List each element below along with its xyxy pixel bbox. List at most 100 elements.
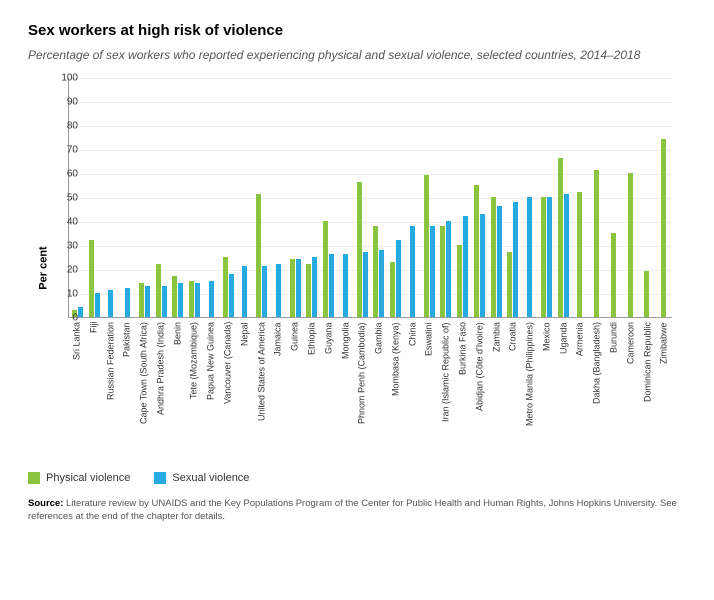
bar-sexual	[262, 266, 267, 316]
country-group	[655, 139, 672, 317]
bar-sexual	[430, 226, 435, 317]
bar-sexual	[410, 226, 415, 317]
x-label: United States of America	[253, 322, 270, 450]
bar-physical	[256, 194, 261, 316]
x-label: Andhra Pradesh (India)	[152, 322, 169, 450]
bar-sexual	[78, 307, 83, 317]
bar-sexual	[108, 290, 113, 316]
country-group	[337, 254, 354, 316]
country-group	[287, 259, 304, 317]
bar-physical	[507, 252, 512, 317]
country-group	[103, 290, 120, 316]
y-tick-label: 40	[48, 216, 78, 227]
country-group	[471, 185, 488, 317]
x-label: Vancouver (Canada)	[219, 322, 236, 450]
legend: Physical violence Sexual violence	[28, 472, 686, 484]
bar-physical	[373, 226, 378, 317]
bar-physical	[290, 259, 295, 317]
bar-sexual	[229, 274, 234, 317]
x-label: Guyana	[320, 322, 337, 450]
bar-sexual	[363, 252, 368, 317]
x-label: Cameroon	[622, 322, 639, 450]
bar-sexual	[296, 259, 301, 317]
country-group	[555, 158, 572, 316]
country-group	[119, 288, 136, 317]
bar-sexual	[446, 221, 451, 317]
legend-sexual: Sexual violence	[154, 472, 249, 484]
bar-sexual	[195, 283, 200, 317]
country-group	[136, 283, 153, 317]
x-labels: Sri LankaFijiRussian FederationPakistanC…	[68, 322, 672, 450]
x-label: Tete (Mozambique)	[185, 322, 202, 450]
bar-physical	[424, 175, 429, 317]
bar-sexual	[396, 240, 401, 317]
source-text: Source: Literature review by UNAIDS and …	[28, 498, 686, 524]
bar-physical	[223, 257, 228, 317]
bar-sexual	[463, 216, 468, 317]
bar-physical	[611, 233, 616, 317]
bar-sexual	[178, 283, 183, 317]
x-label: China	[404, 322, 421, 450]
y-tick-label: 60	[48, 168, 78, 179]
legend-physical: Physical violence	[28, 472, 130, 484]
x-label: Pakistan	[118, 322, 135, 450]
x-label: Metro Manila (Philippines)	[521, 322, 538, 450]
bar-physical	[357, 182, 362, 316]
country-group	[454, 216, 471, 317]
x-label: Mombasa (Kenya)	[387, 322, 404, 450]
bar-physical	[440, 226, 445, 317]
country-group	[186, 281, 203, 317]
x-label: Cape Town (South Africa)	[135, 322, 152, 450]
bar-sexual	[547, 197, 552, 317]
bar-physical	[306, 264, 311, 317]
x-label: Croatia	[504, 322, 521, 450]
country-group	[270, 264, 287, 317]
country-group	[404, 226, 421, 317]
country-group	[153, 264, 170, 317]
bar-sexual	[95, 293, 100, 317]
country-group	[488, 197, 505, 317]
country-group	[421, 175, 438, 317]
country-group	[203, 281, 220, 317]
bar-sexual	[527, 197, 532, 317]
x-label: Papua New Guinea	[202, 322, 219, 450]
x-label: Burundi	[605, 322, 622, 450]
country-group	[622, 173, 639, 317]
country-group	[605, 233, 622, 317]
country-group	[354, 182, 371, 316]
bar-physical	[474, 185, 479, 317]
bar-sexual	[242, 266, 247, 316]
country-group	[588, 170, 605, 316]
bar-sexual	[480, 214, 485, 317]
country-group	[371, 226, 388, 317]
chart-container: Per cent 0102030405060708090100 Sri Lank…	[28, 78, 686, 458]
bar-sexual	[379, 250, 384, 317]
country-group	[505, 202, 522, 317]
bar-physical	[577, 192, 582, 317]
country-group	[572, 192, 589, 317]
x-label: Armenia	[571, 322, 588, 450]
x-label: Gambia	[370, 322, 387, 450]
x-label: Sri Lanka	[68, 322, 85, 450]
y-tick-label: 50	[48, 192, 78, 203]
country-group	[304, 257, 321, 317]
country-group	[438, 221, 455, 317]
legend-sexual-label: Sexual violence	[172, 472, 249, 484]
x-label: Iran (Islamic Republic of)	[437, 322, 454, 450]
bar-physical	[139, 283, 144, 317]
bar-physical	[390, 262, 395, 317]
x-label: Eswatini	[420, 322, 437, 450]
y-tick-label: 10	[48, 288, 78, 299]
x-label: Dakha (Bangladesh)	[588, 322, 605, 450]
x-label: Ethiopia	[303, 322, 320, 450]
x-label: Zimbabwe	[655, 322, 672, 450]
swatch-sexual	[154, 472, 166, 484]
bar-physical	[558, 158, 563, 316]
bar-physical	[172, 276, 177, 317]
country-group	[253, 194, 270, 316]
bar-sexual	[497, 206, 502, 316]
country-group	[320, 221, 337, 317]
x-label: Fiji	[85, 322, 102, 450]
country-group	[220, 257, 237, 317]
country-group	[387, 240, 404, 317]
